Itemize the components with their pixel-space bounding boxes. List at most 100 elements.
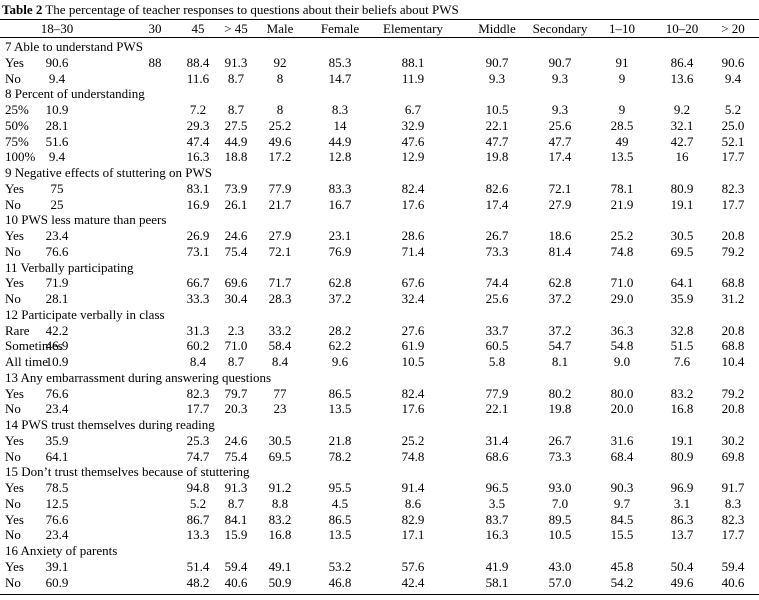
cell: 28.1 <box>45 117 69 133</box>
cell: 25.2 <box>401 432 425 448</box>
row-label: Yes <box>5 432 24 448</box>
cell: 23 <box>273 401 287 417</box>
row-label: No <box>5 70 21 86</box>
cell: 25.6 <box>548 117 572 133</box>
cell: 9.2 <box>673 102 691 117</box>
cell: 82.9 <box>401 511 425 527</box>
cell: 68.4 <box>610 448 634 464</box>
cell: 48.2 <box>186 574 210 590</box>
cell: 93.0 <box>548 480 572 495</box>
cell: 14.7 <box>328 70 352 86</box>
cell: 3.5 <box>488 495 506 511</box>
cell: 9.3 <box>551 70 569 86</box>
cell: 16.3 <box>485 527 509 543</box>
cell: 28.5 <box>610 117 634 133</box>
section-title: 13 Any embarrassment during answering qu… <box>5 369 272 385</box>
cell: 3.1 <box>673 495 691 511</box>
cell: 91.4 <box>401 480 425 495</box>
cell: 47.4 <box>186 133 210 149</box>
row-label: No <box>5 574 21 590</box>
cell: 66.7 <box>186 275 210 291</box>
cell: 51.5 <box>670 338 694 354</box>
cell: 42.4 <box>401 574 425 590</box>
column-header: 10–20 <box>665 21 699 36</box>
cell: 37.2 <box>548 322 572 338</box>
cell: 80.9 <box>670 180 694 196</box>
cell: 71.9 <box>45 275 69 291</box>
cell: 17.4 <box>485 196 509 212</box>
cell: 46.8 <box>328 574 352 590</box>
cell: 52.1 <box>721 133 745 149</box>
cell: 74.7 <box>186 448 210 464</box>
cell: 12.8 <box>328 149 352 165</box>
cell: 88 <box>148 54 162 70</box>
column-header: 1–10 <box>609 21 635 36</box>
row-label: Yes <box>5 511 24 527</box>
cell: 10.9 <box>45 102 69 117</box>
cell: 10.9 <box>45 354 69 369</box>
cell: 67.6 <box>401 275 425 291</box>
cell: 80.0 <box>610 385 634 401</box>
row-label: No <box>5 401 21 417</box>
cell: 31.4 <box>485 432 509 448</box>
cell: 8.7 <box>227 354 245 369</box>
cell: 29.0 <box>610 291 634 306</box>
cell: 82.3 <box>721 180 745 196</box>
cell: 74.4 <box>485 275 509 291</box>
cell: 21.8 <box>328 432 352 448</box>
cell: 23.1 <box>328 228 352 243</box>
cell: 92 <box>273 54 287 70</box>
cell: 26.9 <box>186 228 210 243</box>
cell: 20.8 <box>721 322 745 338</box>
cell: 17.2 <box>268 149 292 165</box>
cell: 86.3 <box>670 511 694 527</box>
cell: 51.6 <box>45 133 69 149</box>
cell: 10.5 <box>485 102 509 117</box>
cell: 9.3 <box>488 70 506 86</box>
cell: 8.4 <box>271 354 289 369</box>
cell: 76.6 <box>45 511 69 527</box>
cell: 9 <box>618 70 626 86</box>
cell: 62.2 <box>328 338 352 354</box>
cell: 71.4 <box>401 243 425 259</box>
cell: 15.9 <box>224 527 248 543</box>
cell: 25.3 <box>186 432 210 448</box>
cell: 14 <box>333 117 347 133</box>
cell: 20.3 <box>224 401 248 417</box>
cell: 37.2 <box>328 291 352 306</box>
cell: 12.5 <box>45 495 69 511</box>
cell: 69.5 <box>268 448 292 464</box>
cell: 91 <box>615 54 629 70</box>
row-label: 75% <box>5 133 29 149</box>
cell: 77 <box>273 385 287 401</box>
cell: 28.1 <box>45 291 69 306</box>
cell: 9 <box>618 102 626 117</box>
top-rule <box>0 19 759 20</box>
cell: 83.7 <box>485 511 509 527</box>
cell: 18.8 <box>224 149 248 165</box>
cell: 53.2 <box>328 558 352 574</box>
cell: 6.7 <box>404 102 422 117</box>
cell: 82.3 <box>721 511 745 527</box>
cell: 13.3 <box>186 527 210 543</box>
cell: 79.2 <box>721 243 745 259</box>
cell: 30.2 <box>721 432 745 448</box>
cell: 86.5 <box>328 385 352 401</box>
row-label: 25% <box>5 102 29 117</box>
cell: 83.2 <box>670 385 694 401</box>
cell: 26.7 <box>548 432 572 448</box>
cell: 88.4 <box>186 54 210 70</box>
cell: 73.3 <box>548 448 572 464</box>
cell: 8.8 <box>271 495 289 511</box>
cell: 89.5 <box>548 511 572 527</box>
cell: 8.7 <box>227 102 245 117</box>
cell: 84.5 <box>610 511 634 527</box>
cell: 31.2 <box>721 291 745 306</box>
table-caption: Table 2 The percentage of teacher respon… <box>2 2 459 17</box>
cell: 46.9 <box>45 338 69 354</box>
cell: 82.6 <box>485 180 509 196</box>
cell: 69.5 <box>670 243 694 259</box>
cell: 24.6 <box>224 228 248 243</box>
cell: 73.9 <box>224 180 248 196</box>
